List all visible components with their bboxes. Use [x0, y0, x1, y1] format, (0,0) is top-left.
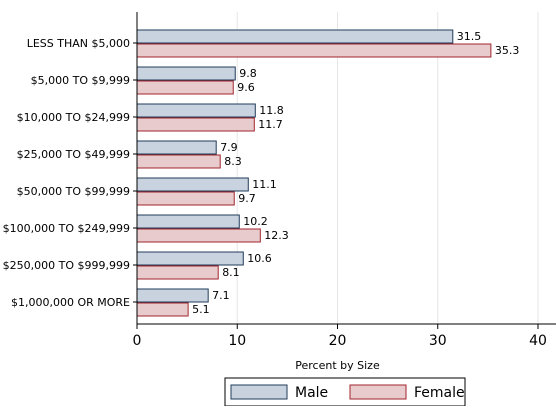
data-label-male: 11.1: [252, 178, 277, 191]
data-label-female: 9.6: [237, 81, 255, 94]
bar-male-4: [136, 177, 249, 192]
x-tick-label: 20: [329, 333, 347, 349]
axes: [136, 12, 556, 325]
data-label-male: 7.9: [220, 141, 238, 154]
x-tick-label: 30: [429, 333, 447, 349]
data-label-female: 8.1: [222, 266, 240, 279]
data-label-female: 8.3: [224, 155, 242, 168]
category-label: LESS THAN $5,000: [27, 37, 130, 50]
x-tick-label: 10: [228, 333, 246, 349]
bar-female-3: [136, 154, 221, 169]
x-tick-label: 0: [133, 333, 142, 349]
data-label-male: 31.5: [457, 30, 482, 43]
category-label: $50,000 TO $99,999: [17, 185, 130, 198]
data-label-male: 10.6: [247, 252, 272, 265]
legend-swatch-female: [349, 384, 407, 400]
data-label-male: 7.1: [212, 289, 230, 302]
data-label-female: 11.7: [258, 118, 283, 131]
data-label-male: 11.8: [259, 104, 284, 117]
bar-male-6: [136, 251, 244, 266]
data-label-male: 9.8: [239, 67, 257, 80]
labels: 0 10 20 30 40 LESS THAN $5,000 31.5 35.3 $5,000 …: [3, 30, 547, 349]
bar-male-5: [136, 214, 240, 229]
bar-female-5: [136, 228, 261, 243]
legend-label-female: Female: [414, 385, 465, 401]
bar-female-7: [136, 302, 189, 317]
category-label: $10,000 TO $24,999: [17, 111, 130, 124]
bar-female-0: [136, 43, 492, 58]
category-label: $5,000 TO $9,999: [31, 74, 130, 87]
bar-female-4: [136, 191, 235, 206]
data-label-female: 5.1: [192, 303, 210, 316]
data-label-female: 12.3: [264, 229, 289, 242]
data-label-female: 35.3: [495, 44, 520, 57]
category-label: $25,000 TO $49,999: [17, 148, 130, 161]
x-tick-label: 40: [529, 333, 547, 349]
x-axis-title: Percent by Size: [295, 359, 380, 372]
data-label-female: 9.7: [238, 192, 256, 205]
bar-female-6: [136, 265, 219, 280]
gridlines: [236, 12, 539, 324]
legend-label-male: Male: [295, 385, 328, 401]
category-label: $1,000,000 OR MORE: [11, 296, 130, 309]
bar-female-2: [136, 117, 255, 132]
category-label: $100,000 TO $249,999: [3, 222, 130, 235]
bars: [136, 29, 492, 317]
legend-swatch-male: [230, 384, 288, 400]
bar-male-3: [136, 140, 217, 155]
legend: Male Female: [224, 377, 466, 407]
bar-male-1: [136, 66, 236, 81]
bar-male-2: [136, 103, 256, 118]
bar-male-0: [136, 29, 454, 44]
bar-female-1: [136, 80, 234, 95]
bar-male-7: [136, 288, 209, 303]
data-label-male: 10.2: [243, 215, 268, 228]
category-label: $250,000 TO $999,999: [3, 259, 130, 272]
